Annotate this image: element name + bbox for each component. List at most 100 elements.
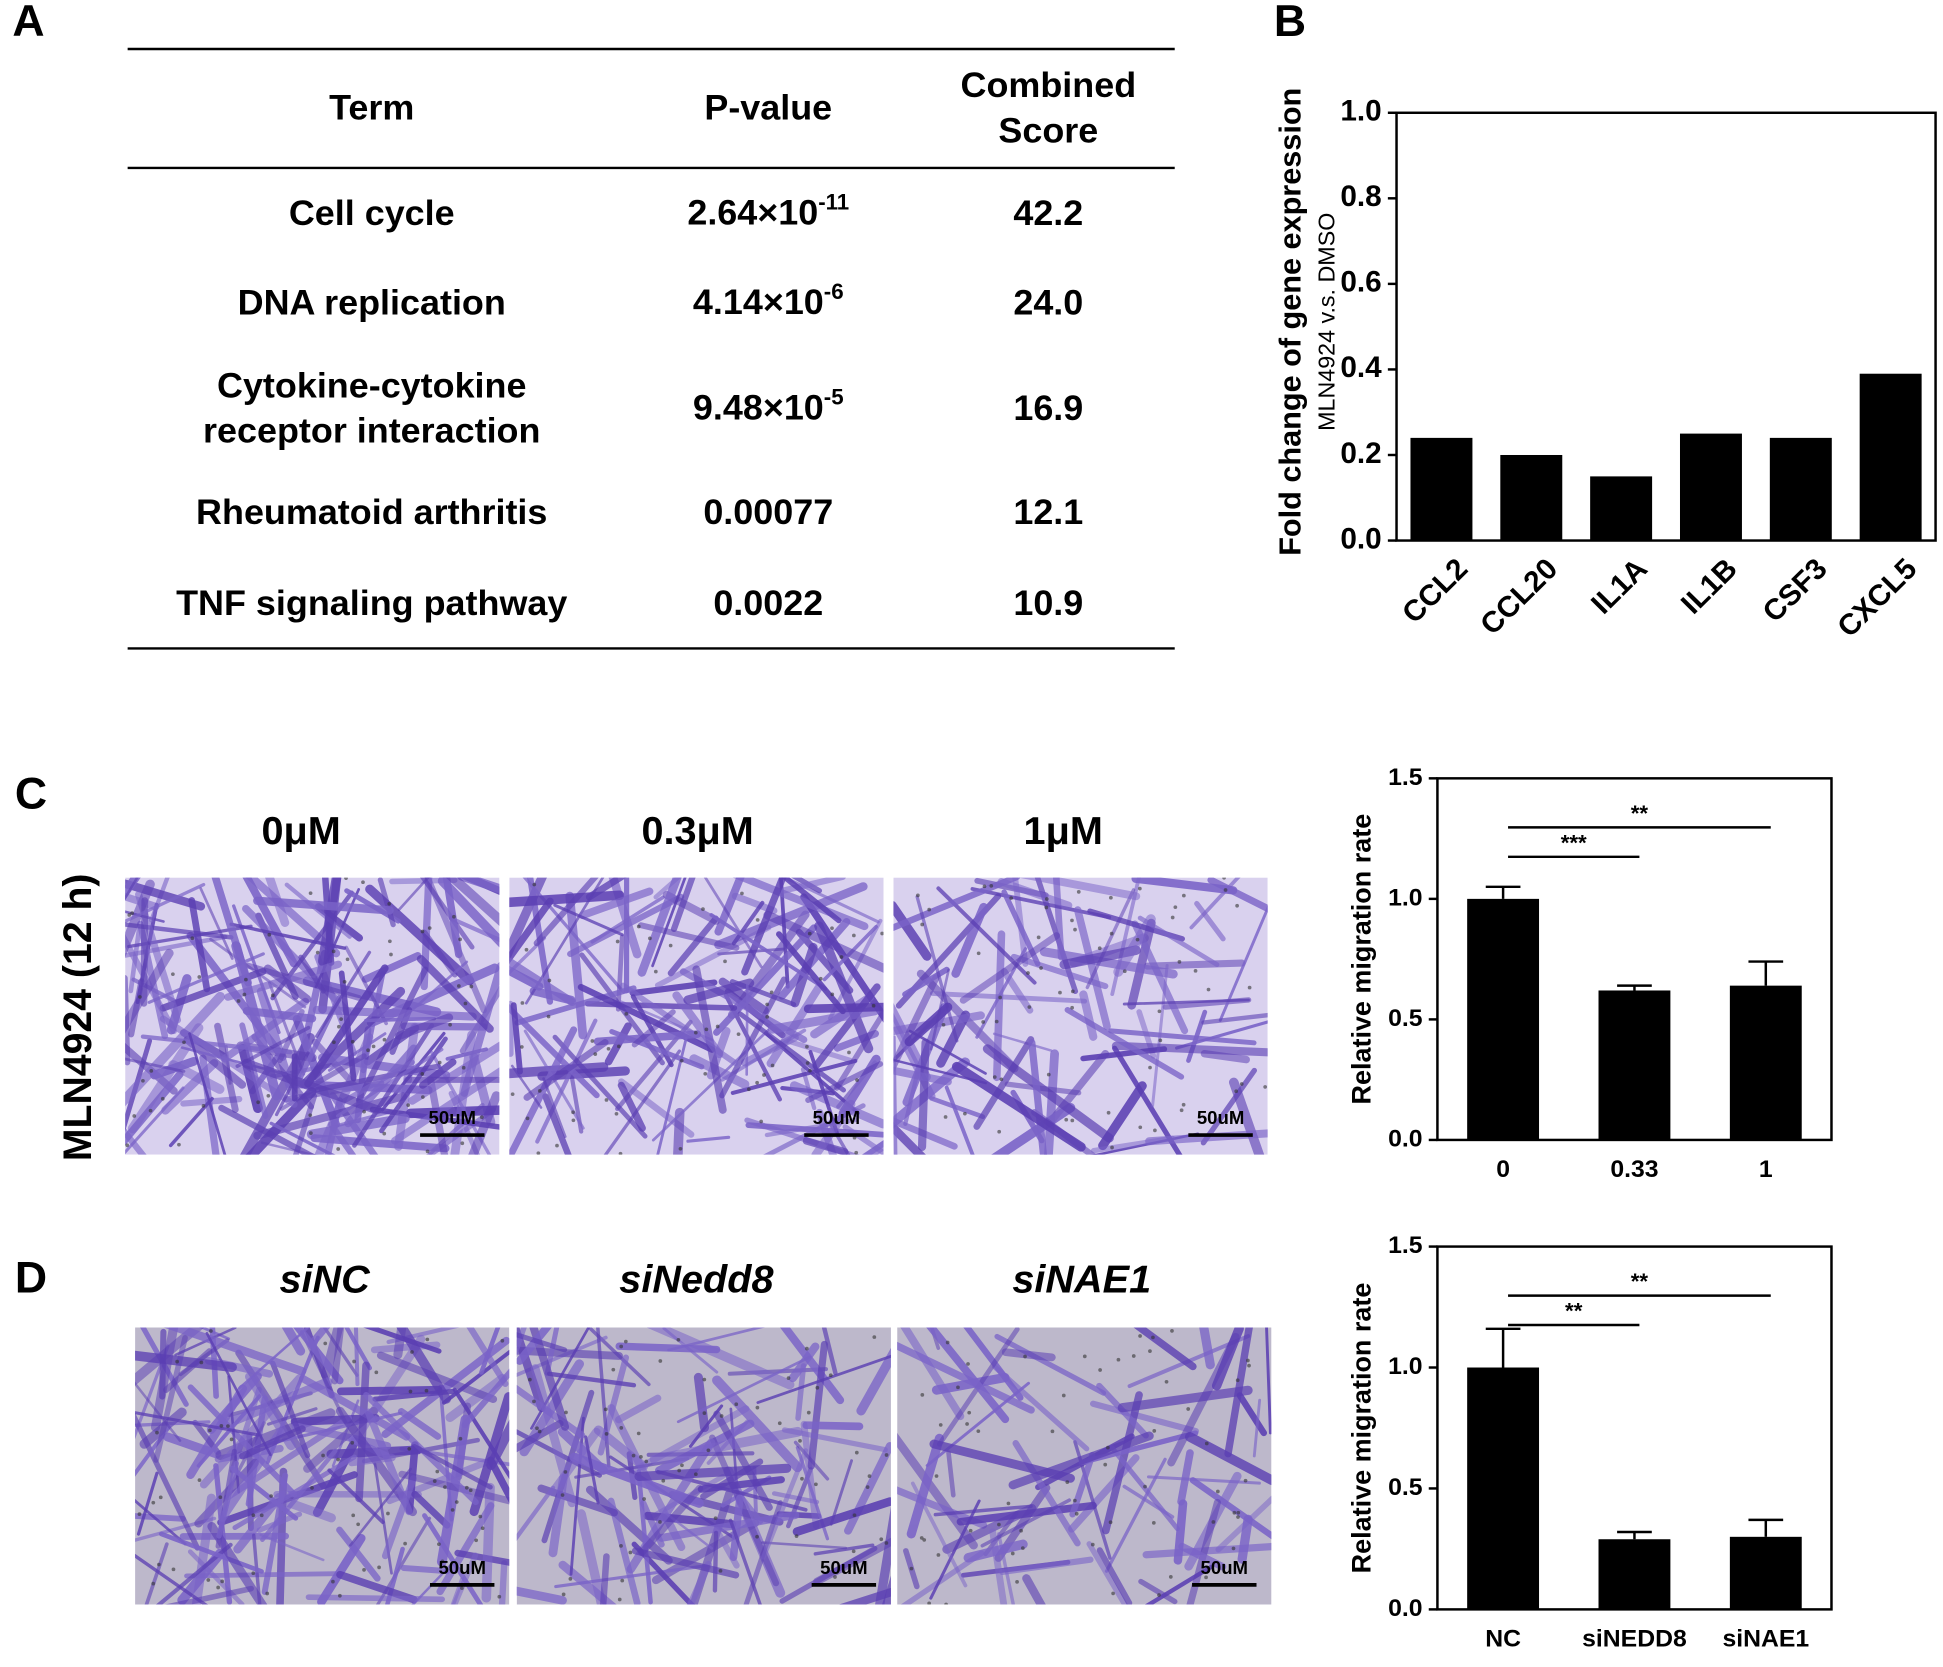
nucleus [806, 1410, 811, 1415]
cell [161, 1059, 219, 1115]
nucleus [251, 1571, 256, 1576]
nucleus [546, 1014, 551, 1019]
cell [1252, 1398, 1262, 1458]
nucleus [344, 877, 348, 880]
nucleus [437, 1542, 441, 1547]
nucleus [132, 1114, 137, 1118]
nucleus [389, 952, 393, 957]
cell [353, 1327, 360, 1387]
nucleus [1006, 1501, 1011, 1506]
cell [450, 1030, 477, 1155]
cell [533, 877, 599, 947]
cell [486, 1419, 510, 1470]
cell [709, 913, 828, 991]
nucleus [909, 1566, 914, 1571]
cell [1199, 1327, 1215, 1370]
cell [1019, 877, 1141, 901]
nucleus [1151, 1521, 1156, 1525]
nucleus [648, 936, 652, 941]
p-value-exponent: -11 [818, 189, 849, 214]
cell [162, 1348, 213, 1393]
nucleus [560, 1493, 565, 1497]
panel-label: A [12, 0, 44, 46]
cell [760, 1541, 848, 1550]
nucleus [1106, 1445, 1110, 1450]
cell [637, 877, 682, 977]
nucleus [1044, 897, 1049, 901]
nucleus [1158, 1038, 1163, 1043]
nucleus [432, 1479, 437, 1483]
nucleus [406, 1103, 411, 1107]
cell [125, 877, 139, 901]
cell [1117, 1385, 1253, 1413]
cell [125, 1057, 186, 1073]
nucleus [668, 943, 673, 948]
cell [498, 1560, 508, 1605]
cell [394, 1013, 454, 1040]
cell [973, 1036, 1035, 1130]
cell [683, 978, 755, 1005]
nucleus [805, 1044, 809, 1049]
y-tick-label: 0.2 [1340, 437, 1381, 470]
nucleus [382, 1131, 387, 1136]
cell [136, 1471, 159, 1536]
nucleus [765, 1015, 770, 1019]
cell [436, 1502, 495, 1596]
nucleus [1097, 946, 1102, 951]
nucleus [679, 1058, 684, 1063]
nucleus [879, 1537, 884, 1542]
nucleus [839, 955, 844, 959]
nucleus [336, 1457, 340, 1462]
nucleus [618, 1151, 623, 1155]
bar [1467, 898, 1540, 1140]
cell [607, 1497, 641, 1605]
cell [135, 1412, 201, 1551]
nucleus [808, 1068, 812, 1073]
nucleus [1231, 1546, 1236, 1551]
nucleus [916, 893, 920, 898]
nucleus [880, 931, 884, 936]
nucleus [661, 1478, 666, 1483]
cell [929, 1439, 1075, 1483]
nucleus [332, 1040, 336, 1045]
nucleus [998, 995, 1003, 1000]
cell [1028, 1039, 1048, 1155]
nucleus [1243, 1478, 1248, 1483]
cell [997, 878, 1073, 910]
cell [400, 1564, 451, 1575]
cell [1146, 1475, 1261, 1485]
cell [188, 1032, 227, 1155]
cell [649, 1426, 803, 1465]
cell [834, 1010, 884, 1091]
nucleus [469, 984, 474, 989]
table-cell: TNF signaling pathway [176, 583, 567, 623]
nucleus [762, 1073, 766, 1077]
nucleus [1157, 1593, 1161, 1597]
cell [786, 1038, 853, 1063]
cell [1108, 1028, 1257, 1046]
cell [578, 887, 654, 920]
nucleus [619, 1344, 624, 1349]
nucleus [976, 951, 981, 956]
cell [125, 1127, 147, 1155]
cell [1022, 1574, 1046, 1605]
bar [1500, 454, 1563, 541]
cell [523, 1039, 609, 1101]
nucleus [160, 1096, 165, 1101]
nucleus [1020, 1546, 1025, 1550]
cell [662, 1327, 719, 1374]
cell [1096, 1547, 1133, 1605]
nucleus [616, 1044, 621, 1049]
scale-bar-label: 50uM [820, 1557, 867, 1578]
cell [125, 991, 226, 1107]
cell [654, 924, 772, 989]
panel-label: B [1274, 0, 1306, 46]
condition-label: 1μM [1024, 809, 1103, 853]
cell [404, 960, 469, 1018]
nucleus [315, 950, 320, 955]
significance-label: ** [1565, 1299, 1583, 1324]
cell [929, 1096, 986, 1119]
nucleus [561, 1592, 566, 1597]
table-cell: 2.64×10-11 [687, 189, 849, 233]
nucleus [408, 1389, 413, 1394]
